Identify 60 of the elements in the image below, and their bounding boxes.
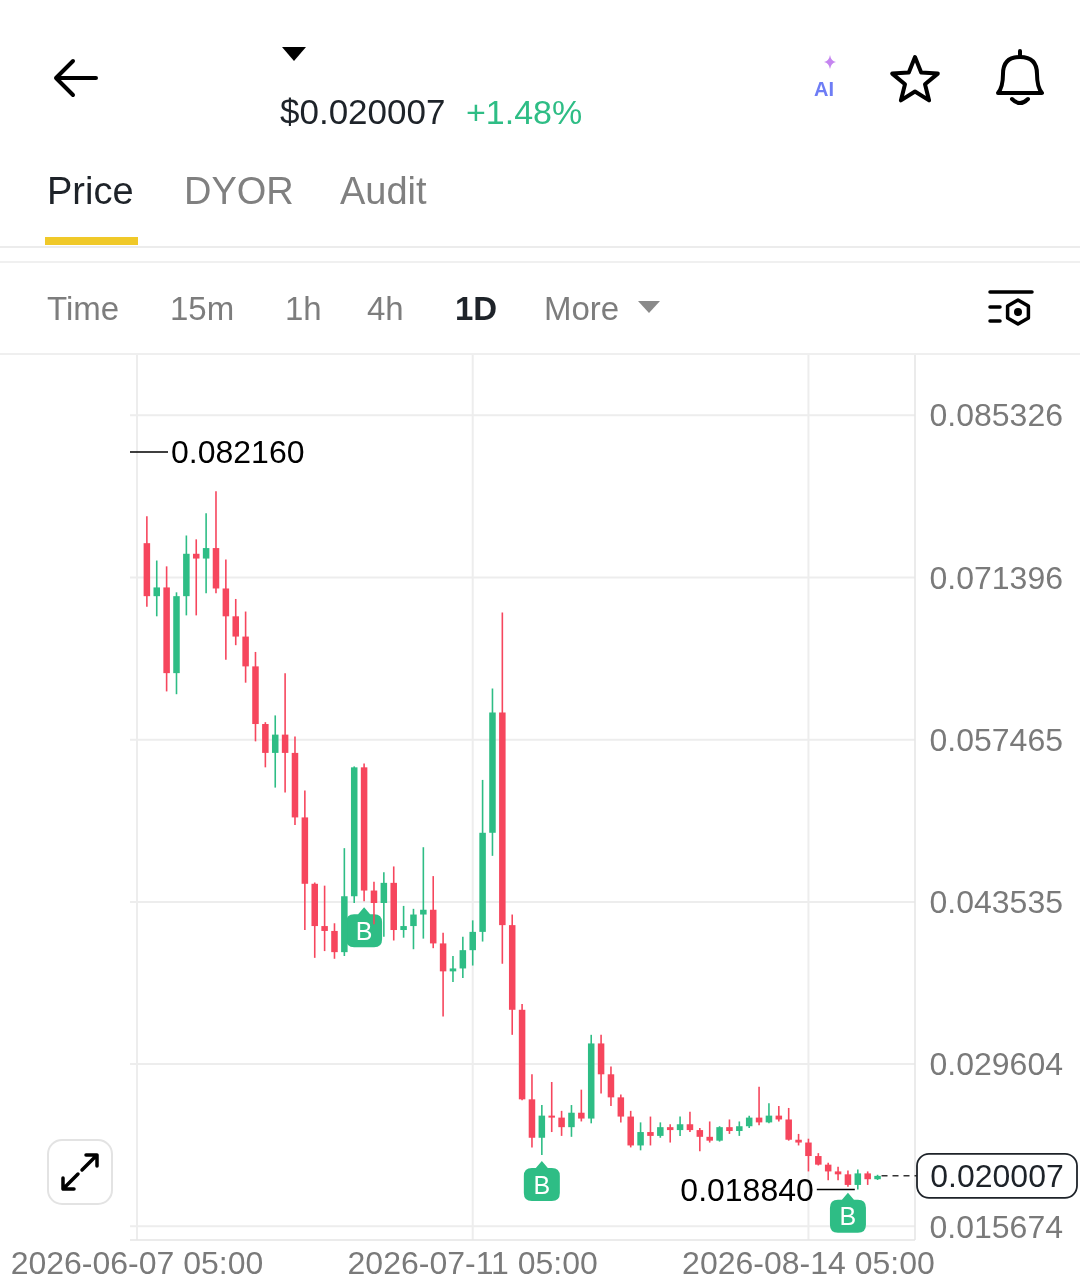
y-tick-label: 0.029604 bbox=[929, 1046, 1063, 1083]
candlestick bbox=[568, 1104, 575, 1138]
text: 1D bbox=[455, 290, 498, 327]
text: 4h bbox=[367, 290, 404, 327]
candlestick bbox=[666, 1123, 674, 1144]
candlestick bbox=[420, 846, 427, 940]
chart-subtitle: +1.48% bbox=[466, 93, 583, 131]
candlestick bbox=[459, 935, 467, 979]
candlestick bbox=[202, 512, 210, 595]
candlestick bbox=[449, 955, 457, 983]
candlestick bbox=[854, 1168, 862, 1191]
candlestick bbox=[676, 1115, 684, 1137]
candlestick bbox=[331, 922, 338, 960]
candlestick bbox=[271, 714, 279, 789]
annotation: B bbox=[839, 1202, 857, 1231]
x-tick-label: 2026-07-11 05:00 bbox=[347, 1245, 598, 1281]
text: More bbox=[544, 290, 620, 327]
candlestick bbox=[785, 1107, 792, 1142]
candlestick bbox=[548, 1081, 555, 1133]
annotation: 0.018840 bbox=[680, 1171, 814, 1208]
candlestick bbox=[558, 1110, 565, 1137]
candlestick bbox=[321, 884, 328, 952]
annotation: B bbox=[355, 916, 373, 945]
text: DYOR bbox=[184, 170, 294, 212]
x-tick-label: 2026-06-07 05:00 bbox=[10, 1245, 264, 1281]
candlestick bbox=[696, 1127, 704, 1153]
candlestick bbox=[400, 905, 407, 939]
candlestick bbox=[380, 871, 388, 938]
y-tick-label: 0.085326 bbox=[929, 397, 1063, 434]
text: 1h bbox=[285, 290, 322, 327]
text: Audit bbox=[340, 170, 428, 212]
candlestick bbox=[469, 919, 476, 967]
candlestick bbox=[232, 598, 239, 646]
candlestick bbox=[192, 538, 200, 617]
candlestick bbox=[410, 908, 417, 951]
candlestick bbox=[578, 1088, 585, 1123]
candlestick bbox=[617, 1093, 625, 1124]
y-tick-label: 0.015674 bbox=[929, 1208, 1063, 1245]
candlestick bbox=[834, 1165, 842, 1181]
annotation: 0.082160 bbox=[171, 434, 305, 471]
candlestick bbox=[637, 1121, 644, 1152]
y-tick-label: 0.043535 bbox=[929, 884, 1063, 921]
chart-title: $0.020007 bbox=[280, 92, 446, 131]
y-tick-label: 0.057465 bbox=[929, 721, 1063, 758]
text: Time bbox=[47, 290, 120, 327]
candlestick bbox=[706, 1120, 713, 1144]
text: 15m bbox=[170, 290, 235, 327]
y-tick-label: 0.071396 bbox=[929, 559, 1063, 596]
text: Price bbox=[47, 170, 134, 212]
x-tick-label: 2026-08-14 05:00 bbox=[682, 1245, 935, 1281]
candlestick bbox=[281, 672, 289, 794]
annotation: B bbox=[533, 1170, 551, 1199]
text: AI bbox=[814, 78, 834, 100]
candlestick bbox=[153, 559, 160, 618]
candlestick bbox=[538, 1104, 546, 1156]
candlestick bbox=[805, 1137, 812, 1173]
candlestick bbox=[647, 1115, 654, 1147]
ref-line-label: 0.020007 bbox=[930, 1158, 1064, 1195]
candlestick bbox=[686, 1110, 694, 1133]
candlestick bbox=[607, 1065, 615, 1107]
